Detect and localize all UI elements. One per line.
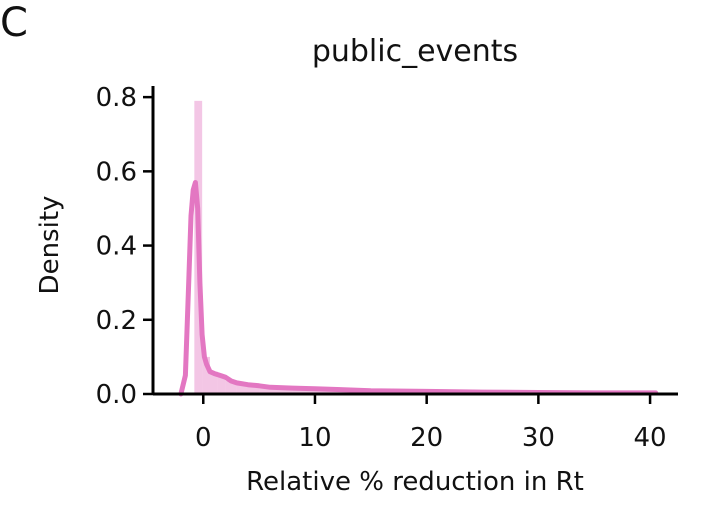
x-ticks: 0 10 20 30 40 <box>195 394 667 453</box>
y-tick-label: 0.6 <box>96 157 137 187</box>
x-tick-label: 40 <box>634 423 667 453</box>
panel-label: C <box>0 0 28 46</box>
histogram-bar <box>259 388 293 394</box>
kde-curve-group <box>178 180 659 397</box>
x-axis-label: Relative % reduction in Rt <box>246 467 584 497</box>
chart-title: public_events <box>312 34 518 69</box>
x-tick-label: 10 <box>298 423 331 453</box>
y-tick-label: 0.2 <box>96 306 137 336</box>
histogram-bar <box>292 389 338 394</box>
y-axis-label: Density <box>35 196 65 295</box>
y-tick-label: 0.0 <box>96 380 137 410</box>
histogram-bar <box>225 381 237 394</box>
histogram-bars <box>194 100 656 394</box>
kde-line <box>178 180 659 397</box>
y-tick-label: 0.4 <box>96 232 137 262</box>
histogram-bar <box>217 375 226 394</box>
x-tick-label: 20 <box>410 423 443 453</box>
y-ticks: 0.0 0.2 0.4 0.6 0.8 <box>96 83 153 410</box>
histogram-bar <box>236 384 260 394</box>
histogram-bar <box>209 371 218 394</box>
histogram-bar <box>202 356 210 394</box>
y-tick-label: 0.8 <box>96 83 137 113</box>
x-tick-label: 30 <box>522 423 555 453</box>
x-tick-label: 0 <box>195 423 212 453</box>
